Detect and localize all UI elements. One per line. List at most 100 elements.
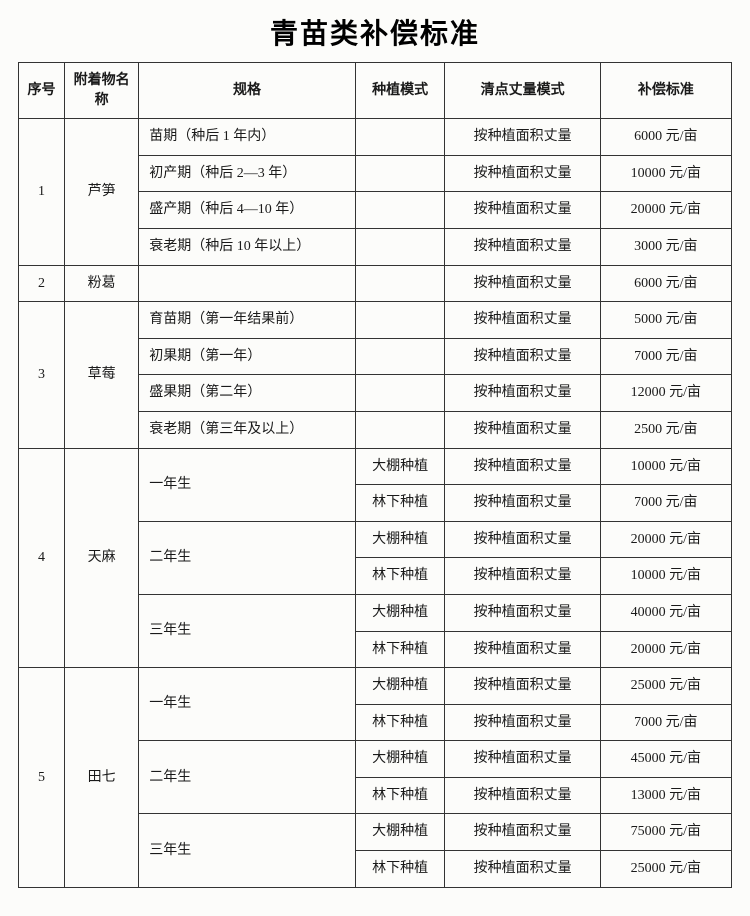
cell-meas: 按种植面积丈量 — [445, 704, 600, 741]
cell-spec — [139, 265, 356, 302]
table-header-row: 序号 附着物名称 规格 种植模式 清点丈量模式 补偿标准 — [19, 63, 732, 119]
cell-meas: 按种植面积丈量 — [445, 375, 600, 412]
cell-meas: 按种植面积丈量 — [445, 448, 600, 485]
cell-std: 7000 元/亩 — [600, 338, 731, 375]
cell-spec: 盛产期（种后 4—10 年） — [139, 192, 356, 229]
table-row: 2粉葛 按种植面积丈量6000 元/亩 — [19, 265, 732, 302]
cell-meas: 按种植面积丈量 — [445, 228, 600, 265]
cell-mode: 林下种植 — [355, 777, 445, 814]
cell-std: 7000 元/亩 — [600, 485, 731, 522]
cell-mode — [355, 302, 445, 339]
cell-mode — [355, 228, 445, 265]
cell-std: 6000 元/亩 — [600, 265, 731, 302]
col-std: 补偿标准 — [600, 63, 731, 119]
cell-mode — [355, 411, 445, 448]
cell-meas: 按种植面积丈量 — [445, 265, 600, 302]
table-row: 4天麻一年生大棚种植按种植面积丈量10000 元/亩 — [19, 448, 732, 485]
cell-meas: 按种植面积丈量 — [445, 192, 600, 229]
cell-std: 75000 元/亩 — [600, 814, 731, 851]
cell-mode: 大棚种植 — [355, 521, 445, 558]
cell-meas: 按种植面积丈量 — [445, 119, 600, 156]
cell-meas: 按种植面积丈量 — [445, 302, 600, 339]
cell-std: 12000 元/亩 — [600, 375, 731, 412]
cell-meas: 按种植面积丈量 — [445, 668, 600, 705]
cell-std: 25000 元/亩 — [600, 851, 731, 888]
cell-std: 20000 元/亩 — [600, 192, 731, 229]
cell-mode: 林下种植 — [355, 485, 445, 522]
cell-std: 7000 元/亩 — [600, 704, 731, 741]
cell-std: 20000 元/亩 — [600, 521, 731, 558]
cell-name: 粉葛 — [64, 265, 138, 302]
cell-idx: 5 — [19, 668, 65, 888]
col-meas: 清点丈量模式 — [445, 63, 600, 119]
cell-std: 45000 元/亩 — [600, 741, 731, 778]
cell-mode — [355, 375, 445, 412]
cell-name: 田七 — [64, 668, 138, 888]
cell-meas: 按种植面积丈量 — [445, 338, 600, 375]
cell-meas: 按种植面积丈量 — [445, 851, 600, 888]
col-spec: 规格 — [139, 63, 356, 119]
cell-spec: 苗期（种后 1 年内） — [139, 119, 356, 156]
cell-std: 25000 元/亩 — [600, 668, 731, 705]
col-name: 附着物名称 — [64, 63, 138, 119]
cell-std: 20000 元/亩 — [600, 631, 731, 668]
col-mode: 种植模式 — [355, 63, 445, 119]
cell-std: 5000 元/亩 — [600, 302, 731, 339]
cell-spec: 二年生 — [139, 521, 356, 594]
page-title: 青苗类补偿标准 — [18, 12, 732, 52]
cell-idx: 4 — [19, 448, 65, 668]
cell-idx: 1 — [19, 119, 65, 265]
cell-mode — [355, 192, 445, 229]
cell-meas: 按种植面积丈量 — [445, 631, 600, 668]
table-row: 1芦笋苗期（种后 1 年内）按种植面积丈量6000 元/亩 — [19, 119, 732, 156]
cell-spec: 三年生 — [139, 594, 356, 667]
cell-std: 2500 元/亩 — [600, 411, 731, 448]
cell-meas: 按种植面积丈量 — [445, 594, 600, 631]
cell-mode: 林下种植 — [355, 558, 445, 595]
cell-mode: 林下种植 — [355, 631, 445, 668]
cell-meas: 按种植面积丈量 — [445, 155, 600, 192]
cell-meas: 按种植面积丈量 — [445, 485, 600, 522]
cell-meas: 按种植面积丈量 — [445, 814, 600, 851]
cell-spec: 一年生 — [139, 668, 356, 741]
cell-std: 10000 元/亩 — [600, 155, 731, 192]
cell-mode: 大棚种植 — [355, 814, 445, 851]
cell-spec: 初产期（种后 2—3 年） — [139, 155, 356, 192]
cell-mode — [355, 155, 445, 192]
cell-spec: 一年生 — [139, 448, 356, 521]
cell-std: 6000 元/亩 — [600, 119, 731, 156]
cell-std: 13000 元/亩 — [600, 777, 731, 814]
cell-std: 10000 元/亩 — [600, 558, 731, 595]
cell-spec: 二年生 — [139, 741, 356, 814]
compensation-table: 序号 附着物名称 规格 种植模式 清点丈量模式 补偿标准 1芦笋苗期（种后 1 … — [18, 62, 732, 888]
cell-name: 草莓 — [64, 302, 138, 448]
table-row: 3草莓育苗期（第一年结果前）按种植面积丈量5000 元/亩 — [19, 302, 732, 339]
cell-mode — [355, 119, 445, 156]
cell-spec: 盛果期（第二年） — [139, 375, 356, 412]
cell-spec: 育苗期（第一年结果前） — [139, 302, 356, 339]
cell-spec: 衰老期（第三年及以上） — [139, 411, 356, 448]
cell-idx: 3 — [19, 302, 65, 448]
cell-idx: 2 — [19, 265, 65, 302]
cell-meas: 按种植面积丈量 — [445, 521, 600, 558]
table-row: 5田七一年生大棚种植按种植面积丈量25000 元/亩 — [19, 668, 732, 705]
cell-name: 天麻 — [64, 448, 138, 668]
cell-meas: 按种植面积丈量 — [445, 411, 600, 448]
cell-mode: 大棚种植 — [355, 741, 445, 778]
cell-name: 芦笋 — [64, 119, 138, 265]
cell-meas: 按种植面积丈量 — [445, 558, 600, 595]
cell-std: 3000 元/亩 — [600, 228, 731, 265]
cell-std: 10000 元/亩 — [600, 448, 731, 485]
cell-spec: 初果期（第一年） — [139, 338, 356, 375]
cell-meas: 按种植面积丈量 — [445, 741, 600, 778]
cell-mode: 大棚种植 — [355, 668, 445, 705]
cell-mode: 大棚种植 — [355, 594, 445, 631]
cell-mode — [355, 265, 445, 302]
col-idx: 序号 — [19, 63, 65, 119]
cell-mode — [355, 338, 445, 375]
cell-mode: 大棚种植 — [355, 448, 445, 485]
cell-std: 40000 元/亩 — [600, 594, 731, 631]
cell-mode: 林下种植 — [355, 851, 445, 888]
cell-spec: 衰老期（种后 10 年以上） — [139, 228, 356, 265]
cell-mode: 林下种植 — [355, 704, 445, 741]
